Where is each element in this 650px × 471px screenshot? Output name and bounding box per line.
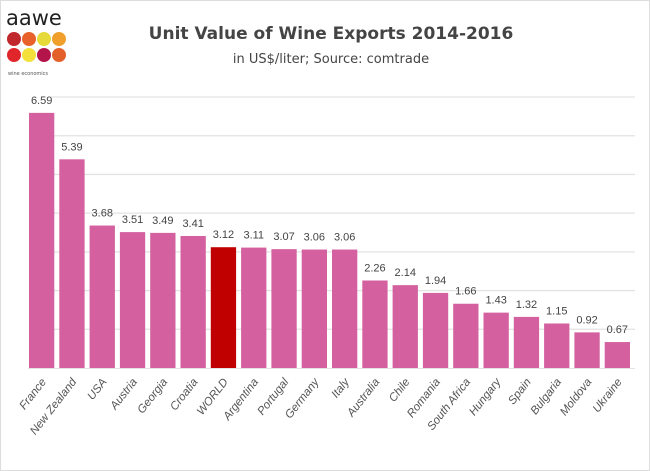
aawe-logo: aawe wine economics xyxy=(6,6,66,77)
x-tick-label: Ukraine xyxy=(591,376,625,415)
data-label: 3.06 xyxy=(334,232,355,244)
x-tick-label: Moldova xyxy=(558,376,594,418)
logo-dot xyxy=(37,32,51,46)
bar-bulgaria xyxy=(544,323,570,368)
bar-hungary xyxy=(483,312,509,368)
data-label: 3.06 xyxy=(304,232,325,244)
data-label: 1.94 xyxy=(425,275,446,287)
data-label: 1.15 xyxy=(546,305,567,317)
bar-australia xyxy=(362,280,388,368)
bar-croatia xyxy=(180,235,206,368)
bar-world xyxy=(210,247,237,368)
x-tick-label: Croatia xyxy=(168,376,200,413)
bar-france xyxy=(29,112,55,368)
data-label: 3.51 xyxy=(122,214,143,226)
x-tick-label: Austria xyxy=(108,376,140,412)
logo-dot xyxy=(37,48,51,62)
logo-text: aawe xyxy=(6,6,62,30)
data-label: 6.59 xyxy=(31,95,52,107)
bar-portugal xyxy=(271,249,297,368)
bar-moldova xyxy=(574,332,600,368)
logo-tagline: wine economics xyxy=(8,71,48,77)
logo-dot xyxy=(7,48,21,62)
x-tick-label: Spain xyxy=(506,376,534,407)
logo-dot xyxy=(22,32,36,46)
x-tick-label: Italy xyxy=(330,375,353,400)
data-label: 5.39 xyxy=(61,141,82,153)
data-label: 1.32 xyxy=(516,299,537,311)
bar-austria xyxy=(119,232,146,368)
bar-chile xyxy=(392,285,418,368)
logo-dot xyxy=(7,32,21,46)
data-label: 3.41 xyxy=(182,218,203,230)
data-label: 3.07 xyxy=(273,231,294,243)
bar-south-africa xyxy=(453,303,479,368)
data-label: 3.11 xyxy=(243,230,264,242)
chart-title: Unit Value of Wine Exports 2014-2016 xyxy=(149,24,514,44)
bar-argentina xyxy=(241,247,267,368)
x-tick-label: Georgia xyxy=(136,376,171,416)
data-label: 0.92 xyxy=(576,314,597,326)
bar-georgia xyxy=(150,232,176,368)
bar-romania xyxy=(422,292,449,368)
bar-ukraine xyxy=(604,342,630,368)
bar-germany xyxy=(301,249,327,368)
x-tick-label: Chile xyxy=(387,376,413,404)
x-tick-label: Hungary xyxy=(467,375,504,418)
data-label: 0.67 xyxy=(607,324,628,336)
bar-italy xyxy=(332,249,358,368)
bar-usa xyxy=(89,225,115,368)
data-label: 2.14 xyxy=(395,267,416,279)
data-label: 3.68 xyxy=(92,208,113,220)
data-label: 1.43 xyxy=(485,295,506,307)
chart-subtitle: in US$/liter; Source: comtrade xyxy=(233,52,429,67)
data-label: 3.49 xyxy=(152,215,173,227)
logo-dot xyxy=(52,32,66,46)
data-label: 3.12 xyxy=(213,229,234,241)
bar-spain xyxy=(513,316,540,368)
x-tick-label: France xyxy=(18,376,49,412)
bar-new-zealand xyxy=(59,159,85,368)
logo-dot xyxy=(22,48,36,62)
logo-dot xyxy=(52,48,66,62)
data-label: 2.26 xyxy=(364,263,385,275)
data-label: 1.66 xyxy=(455,286,476,298)
x-tick-label: USA xyxy=(86,376,110,402)
